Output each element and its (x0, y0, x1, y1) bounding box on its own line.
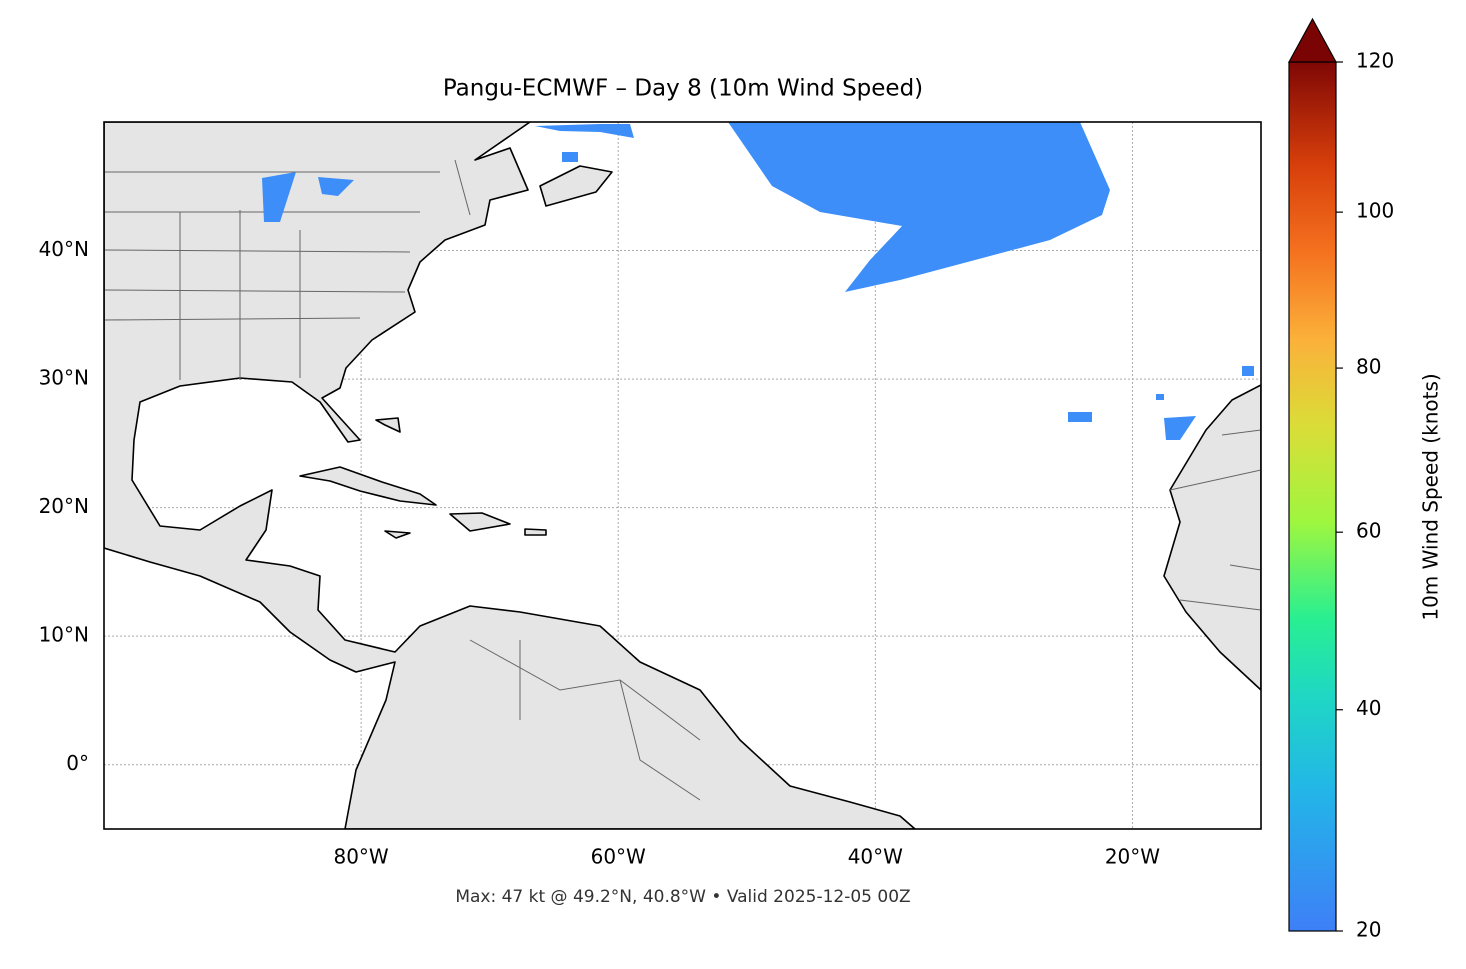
y-tick-label: 30°N (39, 366, 89, 390)
colorbar-tick-label: 40 (1356, 696, 1381, 720)
x-tick-label: 40°W (848, 845, 903, 869)
colorbar-tick-label: 120 (1356, 49, 1394, 73)
map-layer (104, 122, 1261, 829)
y-tick-label: 10°N (39, 623, 89, 647)
jamaica (384, 530, 411, 539)
x-tick-label: 20°W (1105, 845, 1160, 869)
cuba (299, 466, 437, 506)
africa (1163, 384, 1261, 691)
hispaniola (449, 512, 511, 532)
plot-frame (103, 121, 1262, 830)
colorbar-extend (1287, 17, 1338, 63)
y-tick-label: 40°N (39, 237, 89, 261)
x-tick-label: 80°W (333, 845, 388, 869)
colorbar-label: 10m Wind Speed (knots) (1419, 373, 1443, 620)
y-tick-label: 0° (66, 751, 89, 775)
footnote: Max: 47 kt @ 49.2°N, 40.8°W • Valid 2025… (455, 887, 910, 907)
chart-title: Pangu-ECMWF – Day 8 (10m Wind Speed) (443, 76, 923, 102)
puerto-rico (524, 528, 547, 536)
newfoundland (539, 165, 613, 207)
colorbar (1288, 61, 1337, 932)
x-tick-label: 60°W (591, 845, 646, 869)
bahamas (375, 417, 401, 433)
colorbar-tick-label: 80 (1356, 355, 1381, 379)
colorbar-tick-label: 20 (1356, 918, 1381, 942)
wind-swath (728, 122, 1110, 292)
americas (104, 122, 916, 829)
borders (104, 159, 1261, 801)
colorbar-tick-label: 100 (1356, 199, 1394, 223)
y-tick-label: 20°N (39, 494, 89, 518)
colorbar-tick-label: 60 (1356, 519, 1381, 543)
